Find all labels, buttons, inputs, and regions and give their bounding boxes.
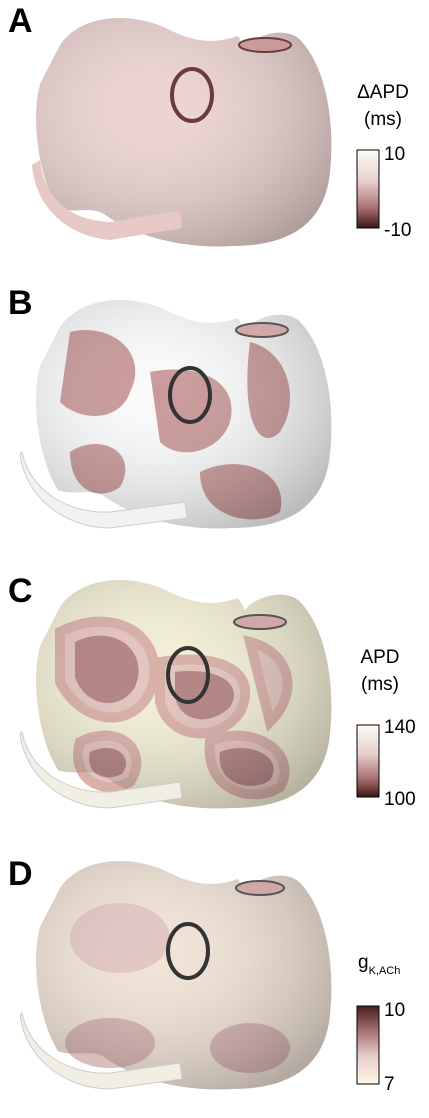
colorbar: [357, 1006, 379, 1084]
heart-shading: [36, 300, 331, 528]
subscript: K,ACh: [369, 965, 401, 977]
tube-top: [234, 615, 286, 629]
panel-label: A: [8, 2, 33, 40]
panel-label: C: [8, 572, 33, 610]
panel-d: D gK,ACh 10 7: [8, 855, 405, 1095]
colorbar: [357, 725, 379, 797]
symbol: g: [358, 952, 369, 973]
tube-top: [236, 323, 288, 337]
colorbar-max: 10: [384, 144, 405, 165]
colorbar-max: 10: [384, 1000, 405, 1021]
colorbar-title: ΔAPD: [357, 82, 409, 103]
colorbar-min: 100: [384, 789, 416, 810]
panel-label: D: [8, 855, 33, 893]
colorbar-unit: (ms): [361, 674, 399, 695]
colorbar-min: -10: [384, 220, 411, 241]
figure: A ΔAPD (ms) 10 -10 B C APD (ms) 140 100: [0, 0, 429, 1118]
panel-a: A ΔAPD (ms) 10 -10: [8, 2, 411, 246]
tube-top: [239, 38, 291, 52]
colorbar-unit: (ms): [364, 109, 402, 130]
panel-c: C APD (ms) 140 100: [8, 572, 416, 810]
tube-top: [236, 881, 284, 895]
colorbar-title: APD: [360, 647, 399, 668]
heart-shading: [36, 18, 331, 246]
colorbar-title: gK,ACh: [358, 952, 400, 977]
panel-b: B: [8, 284, 331, 528]
colorbar: [357, 150, 379, 228]
panel-label: B: [8, 284, 33, 322]
colorbar-min: 7: [384, 1074, 395, 1095]
colorbar-max: 140: [384, 717, 416, 738]
